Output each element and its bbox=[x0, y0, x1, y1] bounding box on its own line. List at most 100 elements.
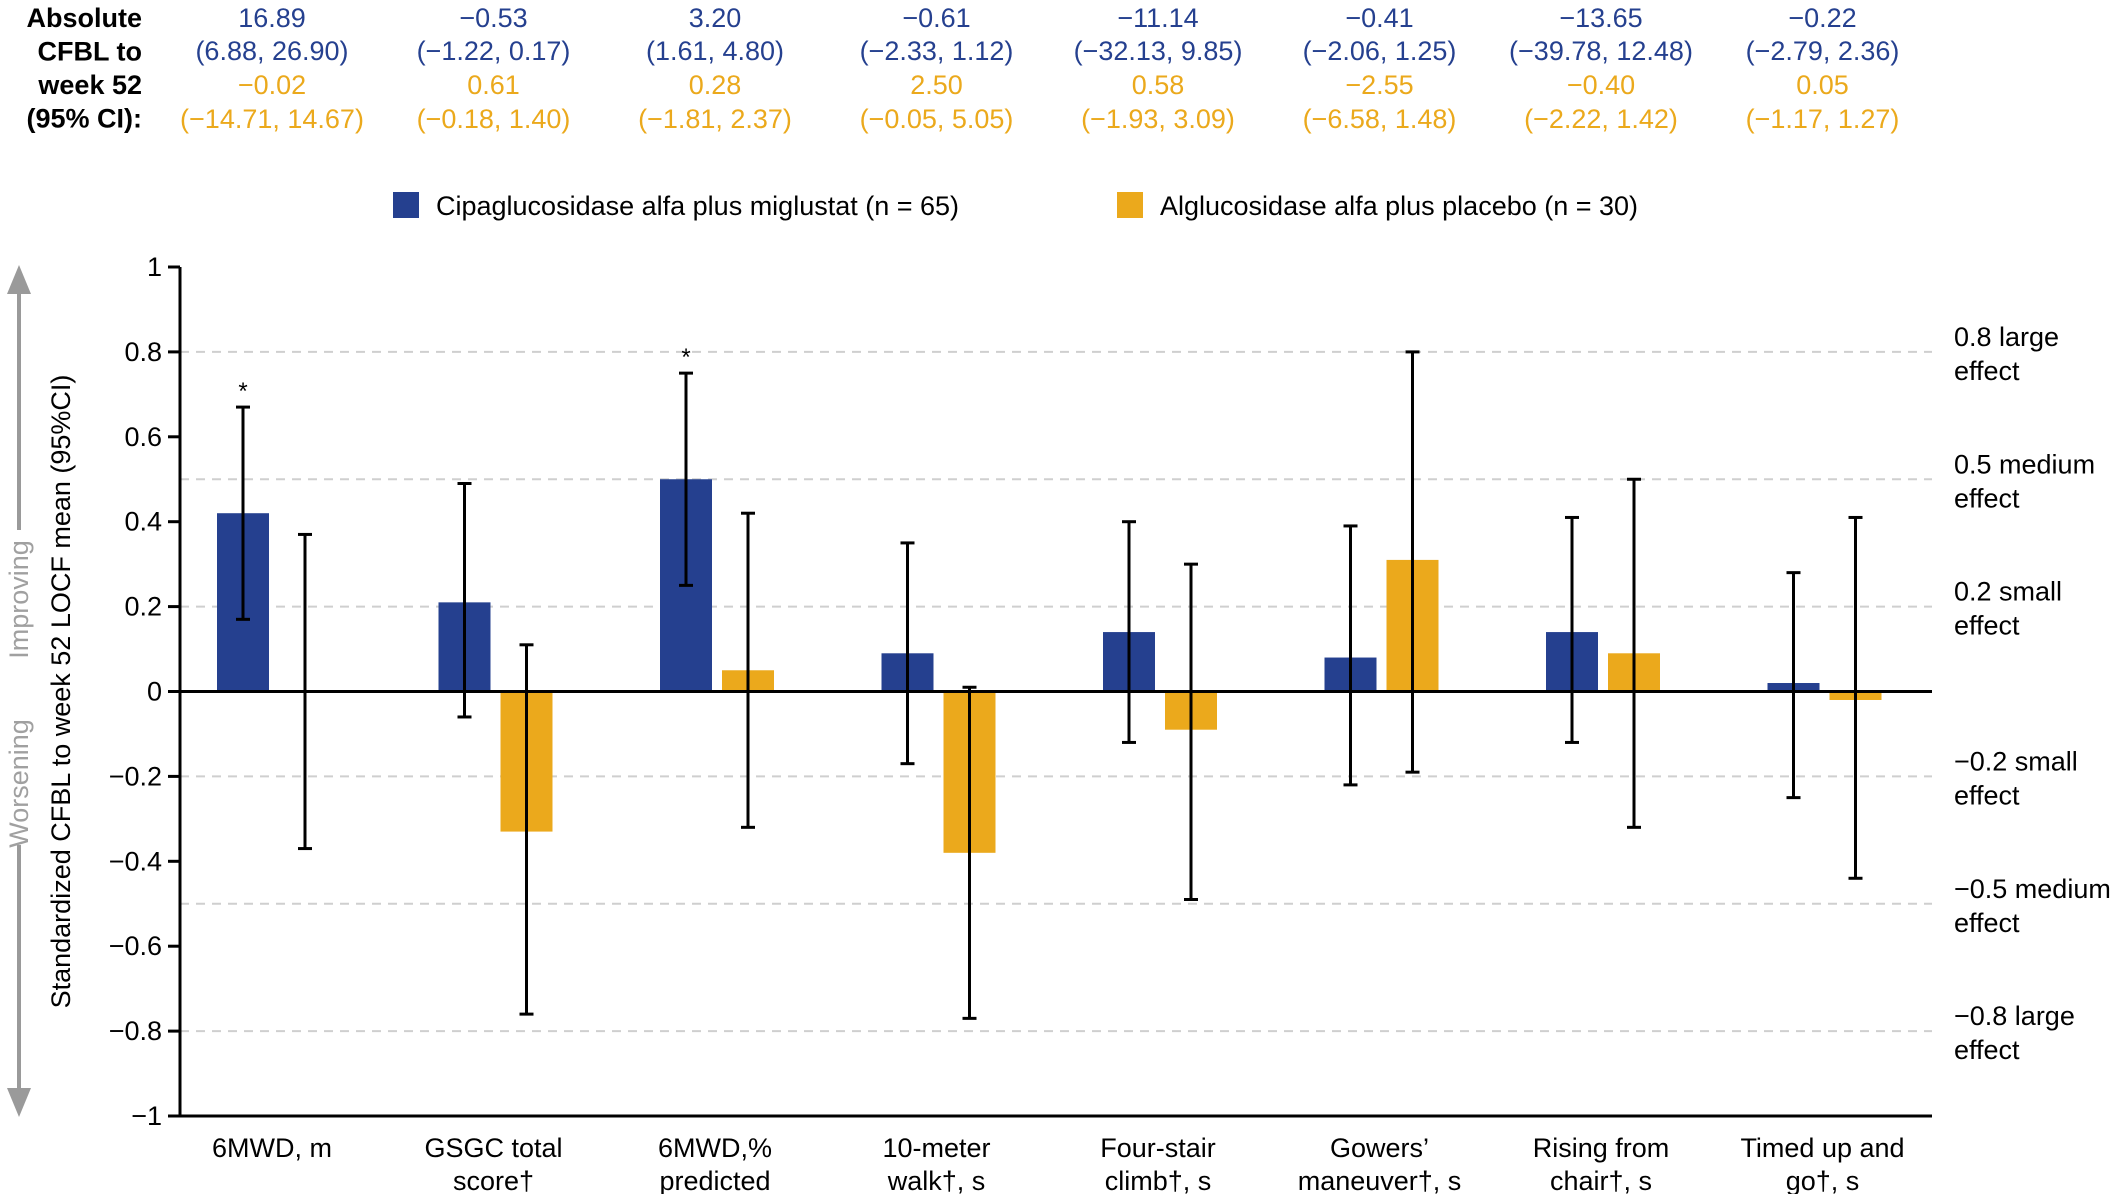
ci-a-mean: −11.14 bbox=[1117, 3, 1198, 33]
ci-b-interval: (−1.17, 1.27) bbox=[1746, 104, 1900, 134]
worsening-label: Worsening bbox=[4, 719, 34, 848]
effect-labels: 0.8 large effect 0.5 medium effect 0.2 small… bbox=[1954, 322, 2111, 1065]
effect-label: effect bbox=[1954, 356, 2020, 386]
ci-b-mean: −2.55 bbox=[1345, 70, 1413, 100]
ci-header-line: CFBL to bbox=[38, 37, 142, 67]
error-bar bbox=[457, 481, 472, 719]
bars: ** bbox=[217, 344, 1882, 1020]
ci-b-interval: (−1.81, 2.37) bbox=[638, 104, 792, 134]
x-tick-label: predicted bbox=[659, 1166, 770, 1194]
effect-label: effect bbox=[1954, 780, 2020, 810]
improving-label: Improving bbox=[4, 540, 34, 659]
y-tick-label: 0.6 bbox=[124, 422, 162, 452]
significance-marker: * bbox=[681, 344, 690, 371]
ci-header-line: (95% CI): bbox=[26, 104, 142, 134]
arrow-down-icon bbox=[7, 1088, 31, 1117]
ci-a-mean: −0.22 bbox=[1788, 3, 1856, 33]
ci-table-column: 16.89(6.88, 26.90) −0.02 (−14.71, 14.67) bbox=[180, 3, 364, 134]
ci-b-mean: 0.61 bbox=[467, 70, 520, 100]
x-tick-label: Timed up and bbox=[1740, 1133, 1904, 1163]
error-bar bbox=[962, 685, 977, 1020]
error-bar bbox=[1405, 350, 1420, 774]
ci-table: 16.89(6.88, 26.90) −0.02 (−14.71, 14.67) −0… bbox=[180, 3, 1899, 134]
effect-label: effect bbox=[1954, 611, 2020, 641]
y-tick-label: −0.6 bbox=[109, 931, 162, 961]
x-tick-label: chair†, s bbox=[1550, 1166, 1652, 1194]
ci-a-interval: (−2.33, 1.12) bbox=[860, 36, 1014, 66]
ci-a-mean: 3.20 bbox=[689, 3, 742, 33]
error-bar bbox=[900, 541, 915, 766]
ci-table-column: 3.20(1.61, 4.80) 0.28 (−1.81, 2.37) bbox=[638, 3, 792, 134]
ci-b-interval: (−2.22, 1.42) bbox=[1524, 104, 1678, 134]
effect-label: effect bbox=[1954, 1035, 2020, 1065]
x-tick-label: 6MWD,% bbox=[658, 1133, 772, 1163]
legend-swatch bbox=[1117, 192, 1143, 218]
ci-table-column: −11.14(−32.13, 9.85) 0.58 (−1.93, 3.09) bbox=[1074, 3, 1243, 134]
ci-b-interval: (−1.93, 3.09) bbox=[1081, 104, 1235, 134]
ci-a-interval: (−39.78, 12.48) bbox=[1509, 36, 1693, 66]
ci-b-mean: 2.50 bbox=[910, 70, 963, 100]
y-tick-label: −1 bbox=[131, 1101, 162, 1131]
x-tick-label: walk†, s bbox=[887, 1166, 986, 1194]
ci-a-mean: −0.53 bbox=[459, 3, 527, 33]
significance-marker: * bbox=[238, 378, 247, 405]
ci-a-mean: −13.65 bbox=[1559, 3, 1642, 33]
error-bar bbox=[1184, 562, 1198, 902]
effect-label: effect bbox=[1954, 483, 2020, 513]
y-axis-title: Standardized CFBL to week 52 LOCF mean (… bbox=[46, 375, 76, 1009]
error-bar bbox=[1848, 515, 1863, 880]
effect-label: −0.5 medium bbox=[1954, 874, 2111, 904]
y-tick-label: −0.4 bbox=[109, 846, 162, 876]
arrow-up-icon bbox=[7, 265, 31, 294]
ci-a-interval: (−1.22, 0.17) bbox=[417, 36, 571, 66]
error-bar bbox=[1122, 520, 1136, 744]
effect-label: −0.8 large bbox=[1954, 1001, 2075, 1031]
x-tick-label: go†, s bbox=[1786, 1166, 1860, 1194]
ci-b-interval: (−0.18, 1.40) bbox=[417, 104, 571, 134]
error-bar bbox=[679, 371, 693, 587]
y-tick-label: 0 bbox=[147, 677, 162, 707]
y-tick-label: 0.8 bbox=[124, 337, 162, 367]
ci-a-interval: (1.61, 4.80) bbox=[646, 36, 784, 66]
ci-header-line: Absolute bbox=[26, 3, 142, 33]
x-axis: 6MWD, m GSGC total score† 6MWD,% predicted 10… bbox=[180, 1114, 1932, 1194]
effect-label: −0.2 small bbox=[1954, 746, 2078, 776]
ci-b-mean: −0.02 bbox=[238, 70, 306, 100]
y-tick-label: 1 bbox=[147, 252, 162, 282]
legend-swatch bbox=[393, 192, 419, 218]
ci-a-mean: −0.61 bbox=[902, 3, 970, 33]
effect-label: effect bbox=[1954, 908, 2020, 938]
ci-b-mean: −0.40 bbox=[1567, 70, 1635, 100]
effect-label: 0.2 small bbox=[1954, 577, 2062, 607]
ci-table-column: −13.65(−39.78, 12.48) −0.40 (−2.22, 1.42) bbox=[1509, 3, 1693, 134]
y-tick-label: −0.2 bbox=[109, 761, 162, 791]
x-tick-label: 10-meter bbox=[882, 1133, 990, 1163]
x-tick-label: GSGC total bbox=[424, 1133, 562, 1163]
error-bar bbox=[1786, 571, 1801, 800]
direction-arrow: Improving Worsening bbox=[4, 265, 34, 1117]
error-bar bbox=[1627, 477, 1641, 829]
x-tick-label: maneuver†, s bbox=[1298, 1166, 1462, 1194]
error-bar bbox=[236, 405, 250, 621]
ci-b-interval: (−6.58, 1.48) bbox=[1303, 104, 1457, 134]
y-axis: 1 0.8 0.6 0.4 0.2 0 −0.2 −0.4 −0.6 −0.8 −1 bbox=[109, 252, 182, 1131]
legend-label: Cipaglucosidase alfa plus miglustat (n =… bbox=[436, 191, 959, 221]
effect-label: 0.5 medium bbox=[1954, 449, 2095, 479]
x-tick-label: Gowers’ bbox=[1330, 1133, 1429, 1163]
ci-table-column: −0.61(−2.33, 1.12) 2.50 (−0.05, 5.05) bbox=[860, 3, 1014, 134]
effect-label: 0.8 large bbox=[1954, 322, 2059, 352]
ci-a-mean: 16.89 bbox=[238, 3, 306, 33]
ci-b-mean: 0.28 bbox=[689, 70, 742, 100]
ci-table-column: −0.22(−2.79, 2.36) 0.05 (−1.17, 1.27) bbox=[1746, 3, 1900, 134]
ci-table-column: −0.41(−2.06, 1.25) −2.55 (−6.58, 1.48) bbox=[1303, 3, 1457, 134]
x-tick-label: Rising from bbox=[1533, 1133, 1670, 1163]
x-tick-label: 6MWD, m bbox=[212, 1133, 332, 1163]
ci-b-mean: 0.58 bbox=[1132, 70, 1185, 100]
x-tick-label: Four-stair bbox=[1100, 1133, 1216, 1163]
legend-label: Alglucosidase alfa plus placebo (n = 30) bbox=[1160, 191, 1638, 221]
y-tick-label: 0.4 bbox=[124, 507, 162, 537]
error-bar bbox=[1565, 515, 1579, 744]
ci-a-interval: (−2.79, 2.36) bbox=[1746, 36, 1900, 66]
error-bar bbox=[741, 511, 755, 829]
